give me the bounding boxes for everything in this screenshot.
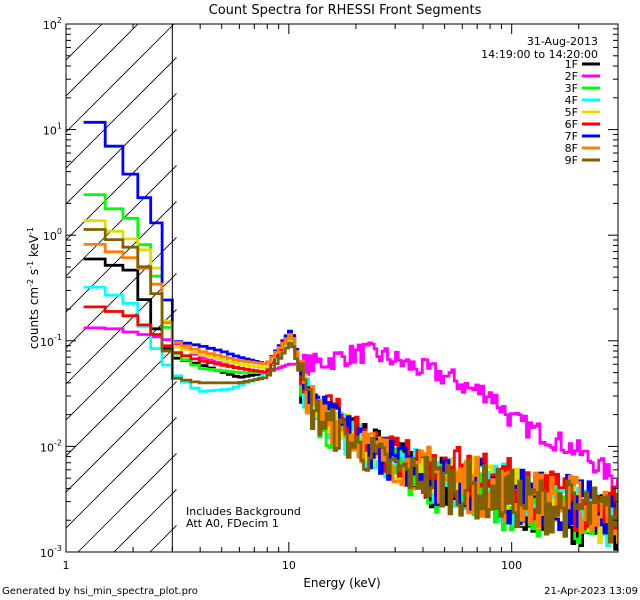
legend-label-3F: 3F [565,82,578,95]
y-tick-labels: 10-3 10-2 10-1 100 101 102 [40,16,62,560]
y-tick-label: 10-3 [40,544,62,560]
series-9F-line [83,228,618,544]
y-tick-label: 10-2 [40,438,62,454]
y-tick-label: 102 [43,16,62,32]
footer-generated-by: Generated by hsi_min_spectra_plot.pro [2,586,198,597]
y-tick-label: 10-1 [40,333,62,349]
chart-title: Count Spectra for RHESSI Front Segments [209,3,482,18]
footer-timestamp: 21-Apr-2023 13:09 [544,586,638,597]
y-tick-label: 100 [43,227,62,243]
y-axis-label: counts cm-2 s-1 keV-1 [26,227,41,349]
hatch-line [66,416,177,529]
plot-area: 1 10 100 10-3 10-2 10-1 100 101 102 [40,16,619,572]
x-axis-label: Energy (keV) [303,576,380,590]
hatch-line [66,92,177,205]
plot-frame [65,23,619,553]
legend-label-9F: 9F [565,154,578,167]
legend-label-6F: 6F [565,118,578,131]
annotation-background: Includes Background [186,505,301,518]
legend-label-1F: 1F [565,58,578,71]
hatch-line [77,452,177,552]
series-lines [83,120,618,551]
hatch-line [66,380,177,493]
hatch-line [66,56,177,169]
legend-label-7F: 7F [565,130,578,143]
annotation-attenuator: Att A0, FDecim 1 [186,517,279,530]
date-label: 31-Aug-2013 [527,35,598,48]
legend-label-8F: 8F [565,142,578,155]
axis-ticks [65,24,619,553]
hatch-line [66,236,177,349]
time-range-label: 14:19:00 to 14:20:00 [481,48,598,61]
hatch-line [66,24,175,133]
legend-label-2F: 2F [565,70,578,83]
y-tick-label: 101 [43,122,62,138]
x-tick-label: 10 [282,559,296,572]
series-2F-line [83,326,618,489]
svg-text:counts cm-2 s-1 keV-1: counts cm-2 s-1 keV-1 [26,227,41,349]
x-tick-label: 1 [63,559,70,572]
legend-label-4F: 4F [565,94,578,107]
series-8F-line [83,243,618,544]
x-tick-labels: 1 10 100 [63,559,523,572]
x-tick-label: 100 [501,559,522,572]
legend-label-5F: 5F [565,106,578,119]
